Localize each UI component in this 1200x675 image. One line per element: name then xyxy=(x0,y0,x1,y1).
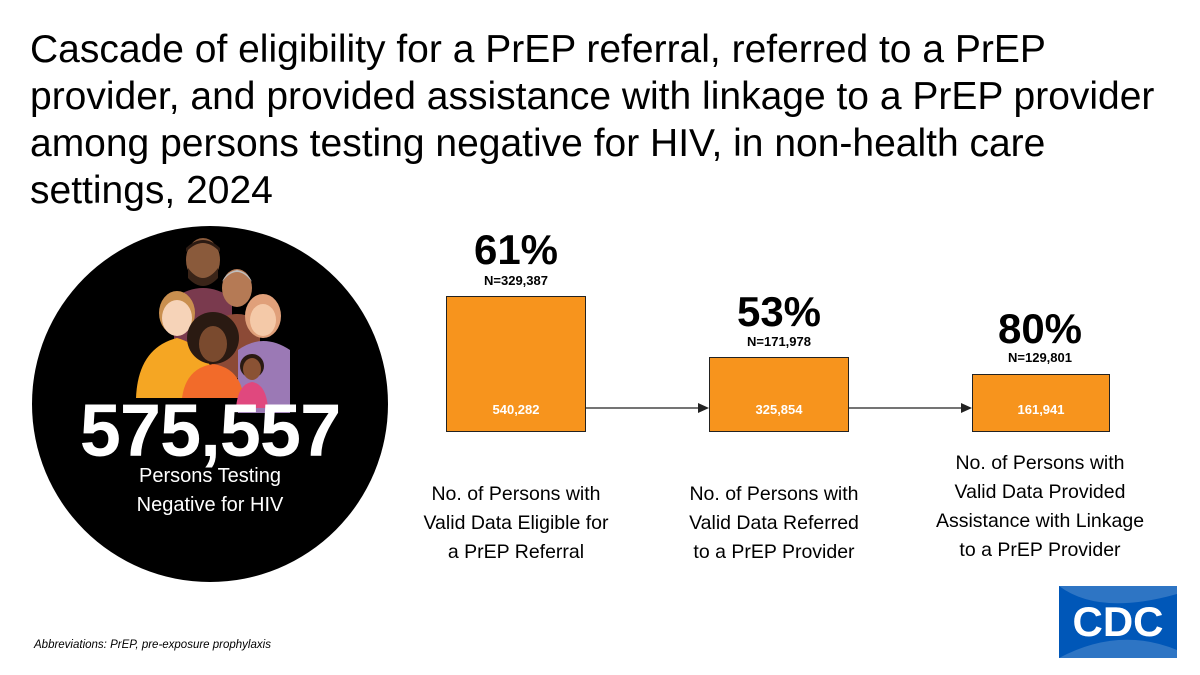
step-1-n-label: N=329,387 xyxy=(484,273,548,288)
arrow-2 xyxy=(849,403,972,413)
step-3-desc-line-3: Assistance with Linkage xyxy=(935,510,1145,532)
step-3-description: No. of Persons with Valid Data Provided … xyxy=(910,449,1170,565)
step-3-desc-line-2: Valid Data Provided xyxy=(954,481,1126,503)
total-persons-label: Persons Testing Negative for HIV xyxy=(32,462,388,520)
total-persons-value: 575,557 xyxy=(79,389,342,472)
step-2-percent: 53% xyxy=(736,288,822,335)
page-title: Cascade of eligibility for a PrEP referr… xyxy=(30,28,1155,212)
step-3-n-label: N=129,801 xyxy=(1008,350,1072,365)
step-1-bar: 540,282 xyxy=(446,296,586,432)
total-circle: 575,557 Persons Testing Negative for HIV xyxy=(32,226,388,582)
step-2-bar-value: 325,854 xyxy=(755,402,803,417)
step-3-bar-value: 161,941 xyxy=(1017,402,1065,417)
step-1-percent: 61% xyxy=(473,226,559,273)
step-3-bar: 161,941 xyxy=(972,374,1110,432)
cdc-logo: CDC xyxy=(1059,586,1177,658)
arrow-1 xyxy=(586,403,709,413)
step-1-bar-value: 540,282 xyxy=(492,402,540,417)
people-group-illustration xyxy=(136,238,290,413)
step-2-desc-line-2: Valid Data Referred xyxy=(689,512,859,534)
step-2-bar: 325,854 xyxy=(709,357,849,432)
step-2-n-label: N=171,978 xyxy=(747,334,811,349)
total-label-line-1: Persons Testing xyxy=(139,465,281,487)
step-1-desc-line-2: Valid Data Eligible for xyxy=(423,512,609,534)
step-2-description: No. of Persons with Valid Data Referred … xyxy=(654,480,894,567)
cdc-logo-text: CDC xyxy=(1073,598,1164,645)
step-2-desc-line-3: to a PrEP Provider xyxy=(693,541,855,563)
step-3-percent: 80% xyxy=(997,305,1083,352)
step-1-description: No. of Persons with Valid Data Eligible … xyxy=(396,480,636,567)
step-1-desc-line-3: a PrEP Referral xyxy=(447,541,585,563)
step-3-desc-line-1: No. of Persons with xyxy=(955,452,1125,474)
footnote: Abbreviations: PrEP, pre-exposure prophy… xyxy=(34,639,271,651)
step-1-desc-line-1: No. of Persons with xyxy=(431,483,601,505)
step-2-desc-line-1: No. of Persons with xyxy=(689,483,859,505)
step-3-desc-line-4: to a PrEP Provider xyxy=(959,539,1121,561)
total-label-line-2: Negative for HIV xyxy=(136,494,284,516)
